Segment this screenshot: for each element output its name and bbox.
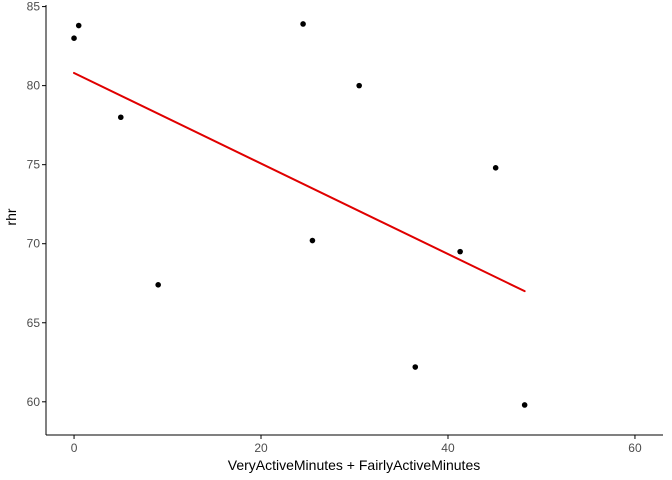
data-point: [492, 165, 499, 171]
y-tick-label: 60: [27, 395, 41, 409]
y-tick-label: 75: [27, 158, 41, 172]
trend-line: [73, 71, 526, 293]
data-point: [309, 237, 316, 244]
data-point: [300, 21, 306, 27]
data-point: [155, 282, 161, 288]
data-point: [71, 35, 77, 41]
data-point: [117, 114, 124, 121]
points-layer: [71, 21, 528, 408]
data-point: [75, 22, 82, 29]
trend-layer: [73, 71, 526, 293]
data-point: [457, 248, 463, 255]
x-tick-label: 60: [628, 441, 642, 455]
data-point: [521, 402, 528, 408]
y-tick-label: 65: [27, 316, 41, 330]
data-point: [356, 82, 362, 89]
x-axis-title: VeryActiveMinutes + FairlyActiveMinutes: [228, 457, 480, 473]
x-tick-label: 40: [441, 441, 455, 455]
y-axis-title: rhr: [3, 208, 19, 225]
x-tick-label: 0: [71, 441, 78, 455]
y-tick-label: 70: [27, 237, 41, 251]
data-point: [412, 364, 419, 370]
ticks-layer: 0 20 40 60 60 65 70 75 80 85: [27, 0, 642, 455]
y-tick-label: 85: [27, 0, 41, 14]
x-tick-label: 20: [254, 441, 268, 455]
axes-layer: [45, 5, 663, 436]
y-tick-label: 80: [27, 79, 41, 93]
